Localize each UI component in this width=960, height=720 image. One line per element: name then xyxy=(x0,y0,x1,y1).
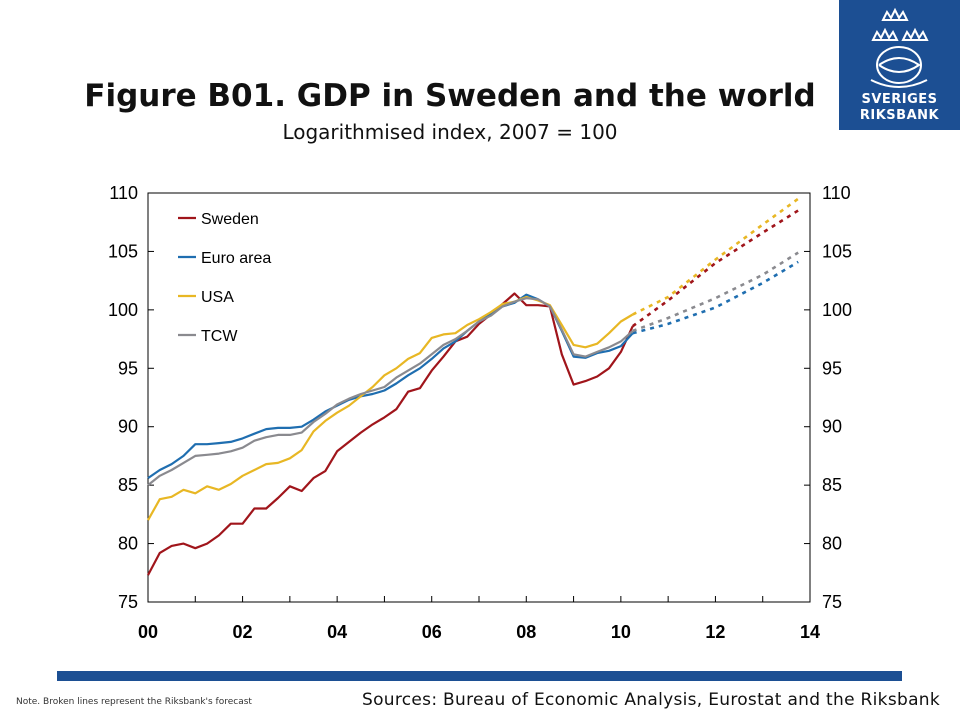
x-tick-label: 00 xyxy=(138,622,158,642)
legend-label: TCW xyxy=(201,328,238,345)
y-tick-label-left: 75 xyxy=(118,592,138,612)
y-tick-label-left: 110 xyxy=(109,183,138,203)
forecast-line-sweden xyxy=(631,209,799,328)
chart-title: Figure B01. GDP in Sweden and the world xyxy=(84,78,816,114)
x-tick-label: 06 xyxy=(422,622,442,642)
crown-emblem-icon xyxy=(870,7,929,88)
series-line-sweden xyxy=(147,292,634,576)
riksbank-logo: SVERIGES RIKSBANK xyxy=(839,0,960,130)
x-tick-label: 08 xyxy=(516,622,536,642)
y-tick-label-left: 85 xyxy=(118,475,138,495)
legend: Sweden Euro area USA TCW xyxy=(160,200,300,355)
y-tick-label-right: 105 xyxy=(822,241,852,261)
logo-line-2: RIKSBANK xyxy=(859,108,940,123)
legend-label: Euro area xyxy=(201,250,271,267)
y-tick-label-right: 110 xyxy=(822,183,851,203)
series-line-tcw xyxy=(147,297,634,486)
y-tick-label-left: 100 xyxy=(108,300,138,320)
y-tick-label-right: 80 xyxy=(822,534,842,554)
y-tick-label-left: 105 xyxy=(108,241,138,261)
y-tick-label-left: 95 xyxy=(118,358,138,378)
x-tick-label: 04 xyxy=(327,622,347,642)
logo-line-1: SVERIGES xyxy=(861,92,938,107)
axis-ticks: 75 75 80 80 85 85 90 90 95 95 100 100 105 105 110 110 00… xyxy=(108,183,852,642)
y-tick-label-right: 95 xyxy=(822,358,842,378)
y-tick-label-left: 90 xyxy=(118,417,138,437)
line-chart: 75 75 80 80 85 85 90 90 95 95 100 100 105 105 110 110 00… xyxy=(108,183,852,642)
x-tick-label: 10 xyxy=(611,622,631,642)
forecast-line-tcw xyxy=(632,251,799,333)
y-tick-label-right: 85 xyxy=(822,475,842,495)
y-tick-label-right: 100 xyxy=(822,300,852,320)
y-tick-label-right: 75 xyxy=(822,592,842,612)
y-tick-label-left: 80 xyxy=(118,534,138,554)
y-tick-label-right: 90 xyxy=(822,417,842,437)
x-tick-label: 12 xyxy=(705,622,725,642)
footer-bar xyxy=(57,671,902,681)
x-tick-label: 02 xyxy=(233,622,253,642)
forecast-note: Note. Broken lines represent the Riksban… xyxy=(16,697,252,707)
chart-subtitle: Logarithmised index, 2007 = 100 xyxy=(282,120,618,144)
series-lines xyxy=(147,197,799,576)
forecast-line-usa xyxy=(632,197,799,316)
x-tick-label: 14 xyxy=(800,622,820,642)
sources-text: Sources: Bureau of Economic Analysis, Eu… xyxy=(361,690,940,710)
legend-label: Sweden xyxy=(201,211,259,228)
legend-box xyxy=(160,200,300,355)
legend-label: USA xyxy=(201,289,234,306)
forecast-line-euro-area xyxy=(632,260,799,335)
